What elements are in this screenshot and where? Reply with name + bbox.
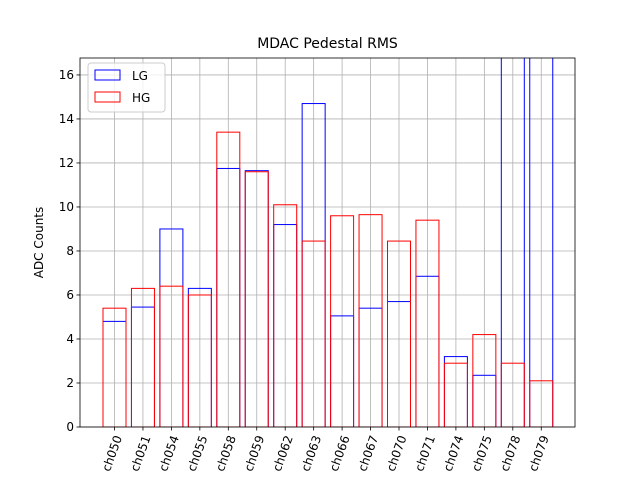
bar [358,214,383,427]
x-tick-label: ch050 [99,434,125,474]
bar [387,240,411,427]
y-tick-label: 10 [59,200,74,214]
legend-box [87,62,166,113]
x-tick-label: ch054 [156,434,182,474]
bar [102,307,127,427]
x-tick-label: ch051 [128,434,154,474]
x-tick-label: ch074 [441,434,467,474]
bar [130,287,155,427]
x-tick-label: ch063 [298,434,324,474]
legend: LG HG [87,62,166,113]
x-tick-label: ch058 [213,434,239,474]
x-tick-label: ch066 [327,434,353,474]
bar [273,204,298,427]
y-tick-label: 12 [59,156,74,170]
y-tick-label: 6 [66,288,74,302]
x-tick-label: ch062 [270,434,296,474]
y-tick-label: 8 [66,244,74,258]
y-tick-label: 2 [66,376,74,390]
legend-swatch [94,91,121,103]
x-tick-label: ch075 [469,434,495,474]
y-tick-label: 4 [66,332,74,346]
chart-title: MDAC Pedestal RMS [257,36,398,52]
x-tick-label: ch055 [185,434,211,474]
bar [244,171,269,427]
y-tick-label: 14 [59,112,74,126]
y-axis-label: ADC Counts [32,207,46,279]
bar [529,58,554,427]
x-tick-label: ch059 [241,434,267,474]
y-tick-label: 16 [59,68,74,82]
x-tick-label: ch078 [498,434,524,474]
plot-area [102,58,554,427]
axes-frame [79,57,576,428]
bar [330,215,355,427]
legend-label: HG [132,91,150,105]
y-tick-label: 0 [66,420,74,434]
bar [500,362,525,427]
x-tick-label: ch067 [355,434,381,474]
x-tick-label: ch071 [412,434,438,474]
x-tick-label: ch070 [384,434,410,474]
legend-label: LG [132,69,148,83]
bar [187,294,212,427]
bar [415,219,440,427]
bar [301,240,326,427]
legend-swatch [94,69,121,81]
bar [443,362,468,427]
x-tick-label: ch079 [526,434,552,474]
bar [500,58,525,427]
